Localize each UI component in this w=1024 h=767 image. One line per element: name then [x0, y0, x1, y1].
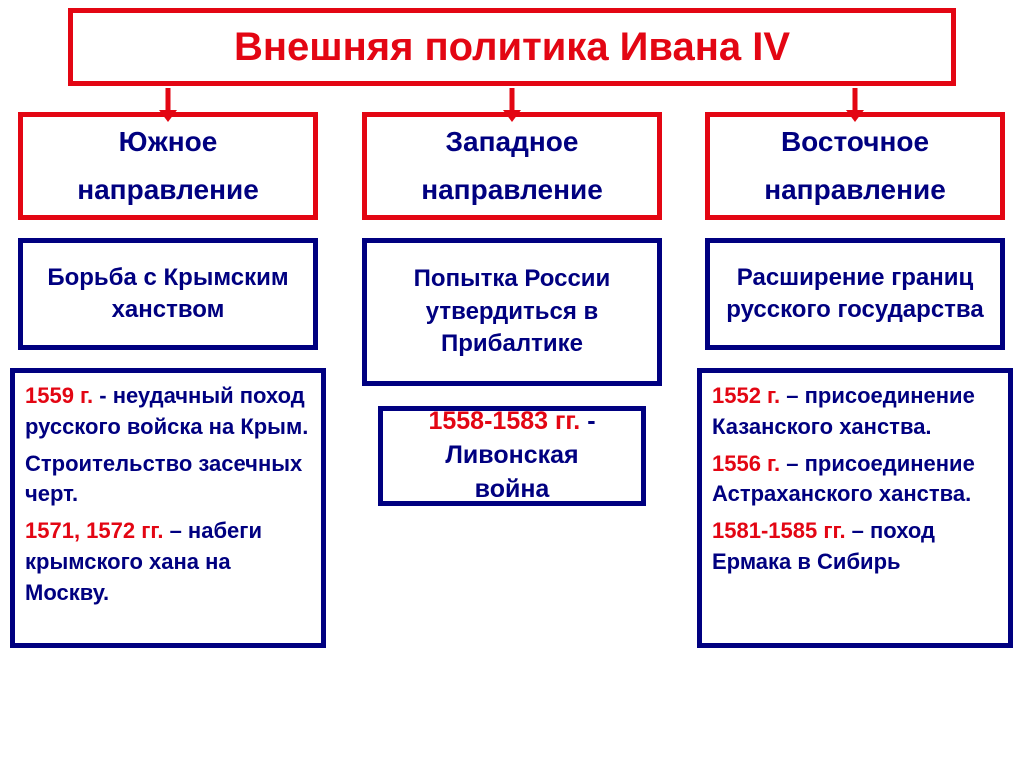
direction-west: Западное направление — [362, 112, 662, 220]
goal-west-text: Попытка России утвердиться в Прибалтике — [375, 263, 649, 360]
details-south: 1559 г. - неудачный поход русского войск… — [10, 368, 326, 648]
goal-east-text: Расширение границ русского государства — [718, 262, 992, 327]
war-text: Ливонская — [445, 439, 578, 473]
dir-south-l1: Южное — [119, 118, 218, 166]
details-east: 1552 г. – присоединение Казанского ханст… — [697, 368, 1013, 648]
south-item-date: 1571, 1572 гг. — [25, 518, 163, 543]
dir-south-l2: направление — [77, 166, 259, 214]
title-text: Внешняя политика Ивана IV — [234, 25, 790, 70]
east-item-date: 1552 г. — [712, 383, 780, 408]
direction-south: Южное направление — [18, 112, 318, 220]
goal-south: Борьба с Крымским ханством — [18, 238, 318, 350]
dir-west-l1: Западное — [446, 118, 579, 166]
war-sep: - — [580, 407, 595, 435]
dir-east-l1: Восточное — [781, 118, 929, 166]
goal-south-text: Борьба с Крымским ханством — [31, 262, 305, 327]
direction-east: Восточное направление — [705, 112, 1005, 220]
east-item: 1556 г. – присоединение Астраханского ха… — [712, 449, 998, 511]
south-item-date: 1559 г. — [25, 383, 93, 408]
east-item: 1581-1585 гг. – поход Ермака в Сибирь — [712, 516, 998, 578]
war-text2: война — [475, 473, 550, 507]
east-item-date: 1581-1585 гг. — [712, 518, 846, 543]
dir-east-l2: направление — [764, 166, 946, 214]
goal-west: Попытка России утвердиться в Прибалтике — [362, 238, 662, 386]
goal-east: Расширение границ русского государства — [705, 238, 1005, 350]
details-west: 1558-1583 гг. -Ливонскаявойна — [378, 406, 646, 506]
east-item-date: 1556 г. — [712, 451, 780, 476]
title-box: Внешняя политика Ивана IV — [68, 8, 956, 86]
south-item: 1571, 1572 гг. – набеги крымского хана н… — [25, 516, 311, 608]
dir-west-l2: направление — [421, 166, 603, 214]
east-item: 1552 г. – присоединение Казанского ханст… — [712, 381, 998, 443]
south-item: Строительство засечных черт. — [25, 449, 311, 511]
south-item-text: Строительство засечных черт. — [25, 451, 302, 507]
south-item: 1559 г. - неудачный поход русского войск… — [25, 381, 311, 443]
war-date: 1558-1583 гг. — [428, 407, 580, 435]
